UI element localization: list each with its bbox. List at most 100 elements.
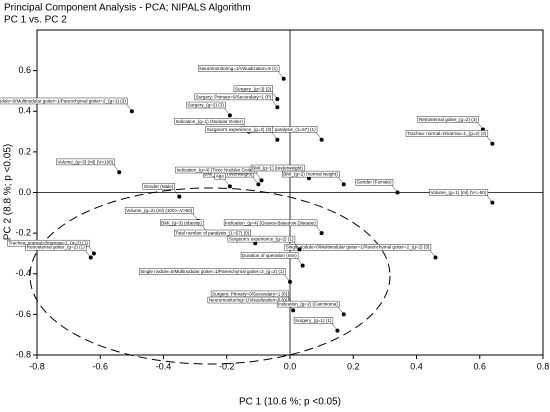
x-tick-label: 0.6: [473, 361, 486, 371]
point-label: BMI_(g=3) (obesity): [161, 220, 202, 225]
label-box: [282, 170, 340, 178]
label-box: [160, 219, 204, 227]
cluster-ellipse: [29, 187, 391, 365]
point: [288, 279, 292, 284]
label-box: [417, 116, 479, 123]
point-label: Trachea: normal=0/narrow=1_(g=2) (1): [9, 241, 89, 246]
label-box: [223, 219, 318, 227]
x-tick-label: 0.0: [284, 361, 297, 371]
point: [297, 247, 302, 252]
point-label: Surgery_(g=3) (2): [235, 86, 272, 91]
label-box: [240, 252, 299, 259]
point: [433, 255, 438, 260]
x-tick-label: -0.6: [92, 361, 108, 371]
label-box: [205, 126, 274, 133]
point: [490, 200, 495, 205]
x-tick-label: -0.2: [219, 361, 235, 371]
y-tick-label: -0.2: [15, 228, 31, 238]
point: [341, 312, 346, 317]
label-box: [139, 268, 286, 275]
point-label: Surgeon's experience_(g=2) (1): [229, 237, 294, 242]
point-label: Trachea: normal=0/narrow=1_(g=2) (3): [407, 131, 487, 136]
point-label: Total number of paralysis_(1=57) (1): [242, 127, 316, 132]
point: [91, 251, 96, 256]
label-box: [227, 235, 296, 243]
point-label: Single nodule=0/Multinodular goiter=1/Pa…: [140, 269, 284, 274]
label-box: [233, 85, 274, 92]
y-tick-label: -0.4: [15, 268, 31, 278]
point: [490, 141, 495, 146]
point-label: Indication_(g=2) (Carcinoma): [278, 302, 338, 307]
label-box: [56, 158, 115, 166]
point: [335, 328, 340, 333]
label-box: [198, 65, 280, 72]
point: [319, 231, 324, 236]
point: [275, 97, 280, 102]
label-box: [124, 207, 194, 214]
x-tick-label: 0.2: [347, 361, 360, 371]
point-label: Surgeon's experience_(g=2) (3): [207, 127, 272, 132]
chart-title: Principal Component Analysis - PCA; NIPA…: [4, 3, 251, 14]
point-label: Gender (Male): [144, 184, 174, 189]
label-box: [174, 118, 245, 125]
label-box: [214, 172, 226, 180]
point: [259, 178, 264, 183]
point: [275, 137, 280, 142]
label-box: [405, 130, 489, 137]
y-tick-label: 0.0: [18, 187, 31, 197]
chart-subtitle: PC 1 vs. PC 2: [4, 15, 67, 26]
point-label: Gender (Female): [357, 180, 392, 185]
y-tick-label: -0.8: [15, 349, 31, 359]
point-label: Surgery_(g=2) (3): [188, 103, 225, 108]
label-box: [207, 296, 289, 304]
point: [177, 194, 182, 199]
label-box: [142, 183, 175, 190]
point-label: BMI_(g=4) (overweight): [204, 172, 253, 177]
point-label: Surgery: Primary=0/Secondary=1 (P): [196, 94, 272, 99]
point-label: Age: [216, 174, 225, 179]
y-axis-label: PC 2 (8.8 %; p <0.05): [3, 144, 14, 240]
point-label: Retrosternal goiter_(g=2) (1): [27, 245, 86, 250]
y-tick-label: 0.4: [18, 106, 31, 116]
point: [275, 105, 280, 110]
label-box: [276, 300, 340, 308]
point-label: Volume_(g=1) (ml) (V<=50): [431, 190, 487, 195]
point-label: Indication_(g=1) (Nodular Goiter): [176, 119, 244, 124]
point: [395, 190, 400, 195]
point: [227, 113, 232, 118]
x-tick-label: 0.8: [537, 361, 550, 371]
point: [117, 170, 122, 175]
y-tick-label: -0.6: [15, 309, 31, 319]
point: [319, 137, 324, 142]
point-label: Indication_(g=4) (Toxic Nodular Goiter): [177, 168, 256, 173]
label-box: [0, 97, 128, 105]
label-box: [293, 317, 334, 324]
point-label: Neuromonitoring=1/Visualization=5 (1): [199, 66, 278, 71]
point-label: Volume_(g=2) (ml) (100>=V>50): [126, 208, 193, 213]
x-tick-label: 0.4: [410, 361, 423, 371]
point-label: BMI_(g=2) (normal weight): [283, 172, 338, 177]
label-box: [250, 164, 305, 172]
point: [341, 182, 346, 187]
point-label: Neuromonitoring=1/Visualization=5 (0): [209, 298, 288, 303]
label-box: [284, 244, 432, 251]
label-box: [174, 229, 251, 237]
point-label: Volume_(g=3) (ml) (V>100): [58, 159, 114, 164]
point-label: Surgery: Primary=0/Secondary=1 (0): [212, 291, 288, 296]
point: [291, 308, 296, 313]
point-label: Duration of operation (min): [242, 253, 297, 258]
x-axis-label: PC 1 (10.6 %; p <0.05): [239, 397, 341, 408]
label-box: [25, 244, 87, 251]
y-tick-label: 0.2: [18, 146, 31, 156]
point: [88, 255, 93, 260]
point: [129, 109, 134, 114]
point-label: Retrosternal goiter_(g=2) (3): [419, 117, 478, 122]
label-box: [194, 93, 274, 101]
point: [227, 184, 232, 189]
label-box: [355, 179, 394, 186]
point-label: Total number of paralysis_(1=57) (0): [175, 231, 249, 236]
point-label: BMI_(g=1) (underweight): [252, 166, 303, 171]
label-box: [429, 189, 489, 196]
point: [300, 263, 305, 268]
